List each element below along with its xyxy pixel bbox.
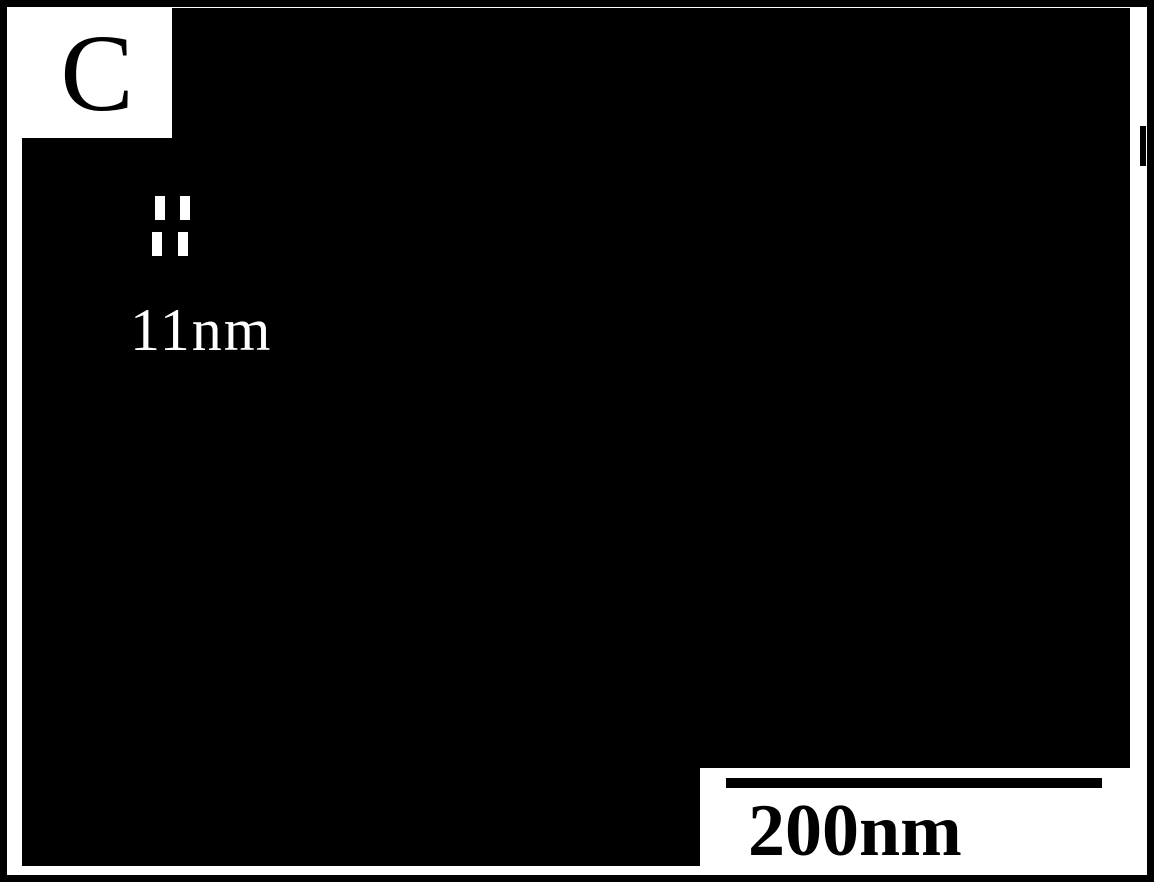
microscopy-figure: C 11nm 200nm: [0, 0, 1154, 882]
feature-size-label: 11nm: [130, 300, 272, 360]
scalebar-label: 200nm: [748, 794, 962, 868]
feature-dash-top-1: [155, 196, 165, 220]
micrograph-area: [22, 8, 1130, 866]
right-edge-tick: [1140, 126, 1146, 166]
scalebar-line: [726, 778, 1102, 788]
feature-dash-top-2: [180, 196, 190, 220]
feature-dash-bottom-1: [152, 232, 162, 256]
feature-dash-bottom-2: [178, 232, 188, 256]
panel-label: C: [60, 18, 133, 128]
panel-label-box: C: [22, 8, 172, 138]
